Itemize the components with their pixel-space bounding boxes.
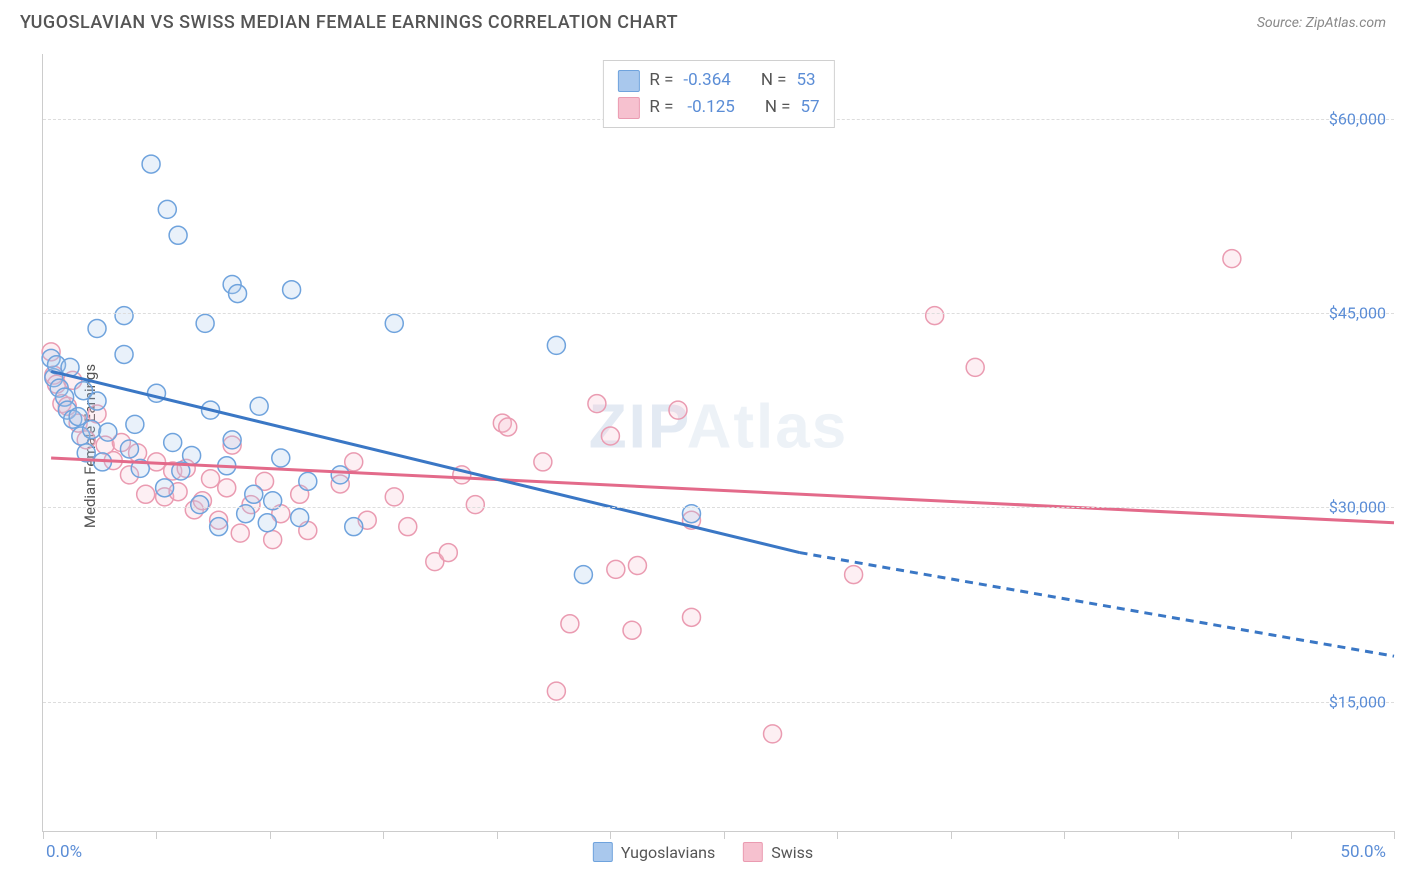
data-point — [223, 431, 241, 449]
data-point — [291, 509, 309, 527]
data-point — [126, 415, 144, 433]
x-tick — [383, 831, 384, 839]
data-point — [142, 155, 160, 173]
data-point — [623, 621, 641, 639]
data-point — [196, 314, 214, 332]
data-point — [534, 453, 552, 471]
data-point — [682, 608, 700, 626]
data-point — [561, 615, 579, 633]
data-point — [258, 514, 276, 532]
data-point — [210, 518, 228, 536]
data-point — [283, 281, 301, 299]
x-tick — [270, 831, 271, 839]
data-point — [669, 401, 687, 419]
data-point — [385, 314, 403, 332]
legend-item-series-b: Swiss — [743, 842, 813, 862]
x-axis-max-label: 50.0% — [1340, 842, 1386, 862]
data-point — [83, 421, 101, 439]
data-point — [331, 466, 349, 484]
legend-label-a: Yugoslavians — [621, 843, 715, 862]
chart-title: YUGOSLAVIAN VS SWISS MEDIAN FEMALE EARNI… — [20, 12, 678, 33]
data-point — [158, 200, 176, 218]
data-point — [439, 544, 457, 562]
x-tick — [610, 831, 611, 839]
data-point — [88, 392, 106, 410]
data-point — [272, 449, 290, 467]
source-credit: Source: ZipAtlas.com — [1257, 15, 1386, 31]
x-tick — [497, 831, 498, 839]
x-tick — [724, 831, 725, 839]
data-point — [99, 423, 117, 441]
x-tick — [1178, 831, 1179, 839]
data-point — [120, 440, 138, 458]
data-point — [169, 226, 187, 244]
chart-plot-area: ZIPAtlas R = -0.364 N = 53 R = -0.125 N … — [42, 54, 1394, 832]
data-point — [218, 479, 236, 497]
y-tick-label: $45,000 — [1329, 304, 1386, 323]
legend: Yugoslavians Swiss — [593, 842, 813, 862]
data-point — [264, 531, 282, 549]
data-point — [156, 479, 174, 497]
stats-row-series-a: R = -0.364 N = 53 — [617, 67, 819, 94]
x-tick — [837, 831, 838, 839]
data-point — [547, 336, 565, 354]
data-point — [926, 307, 944, 325]
data-point — [164, 434, 182, 452]
data-point — [1223, 250, 1241, 268]
x-tick — [1064, 831, 1065, 839]
x-tick — [1291, 831, 1292, 839]
data-point — [574, 566, 592, 584]
x-tick — [951, 831, 952, 839]
data-point — [345, 453, 363, 471]
x-axis-min-label: 0.0% — [46, 842, 82, 862]
data-point — [202, 470, 220, 488]
data-point — [601, 427, 619, 445]
trend-line — [800, 553, 1394, 657]
legend-label-b: Swiss — [771, 843, 813, 862]
data-point — [966, 358, 984, 376]
data-point — [245, 485, 263, 503]
data-point — [88, 320, 106, 338]
legend-item-series-a: Yugoslavians — [593, 842, 715, 862]
data-point — [191, 496, 209, 514]
data-point — [628, 557, 646, 575]
data-point — [547, 682, 565, 700]
legend-swatch-a — [593, 842, 613, 862]
gridline — [43, 702, 1394, 703]
data-point — [764, 725, 782, 743]
data-point — [588, 395, 606, 413]
data-point — [466, 496, 484, 514]
data-point — [385, 488, 403, 506]
data-point — [250, 397, 268, 415]
data-point — [231, 524, 249, 542]
data-point — [345, 518, 363, 536]
data-point — [499, 418, 517, 436]
data-point — [229, 285, 247, 303]
data-point — [299, 472, 317, 490]
correlation-stats-box: R = -0.364 N = 53 R = -0.125 N = 57 — [602, 60, 834, 128]
stats-row-series-b: R = -0.125 N = 57 — [617, 94, 819, 121]
stats-swatch-b — [617, 97, 639, 119]
data-point — [69, 408, 87, 426]
data-point — [183, 446, 201, 464]
scatter-svg — [43, 54, 1394, 831]
legend-swatch-b — [743, 842, 763, 862]
y-tick-label: $30,000 — [1329, 498, 1386, 517]
stats-swatch-a — [617, 70, 639, 92]
data-point — [607, 560, 625, 578]
gridline — [43, 507, 1394, 508]
data-point — [115, 307, 133, 325]
x-tick — [156, 831, 157, 839]
data-point — [845, 566, 863, 584]
gridline — [43, 313, 1394, 314]
x-tick — [1394, 831, 1395, 839]
x-tick — [43, 831, 44, 839]
data-point — [137, 485, 155, 503]
y-tick-label: $15,000 — [1329, 692, 1386, 711]
data-point — [399, 518, 417, 536]
y-tick-label: $60,000 — [1329, 109, 1386, 128]
data-point — [115, 345, 133, 363]
